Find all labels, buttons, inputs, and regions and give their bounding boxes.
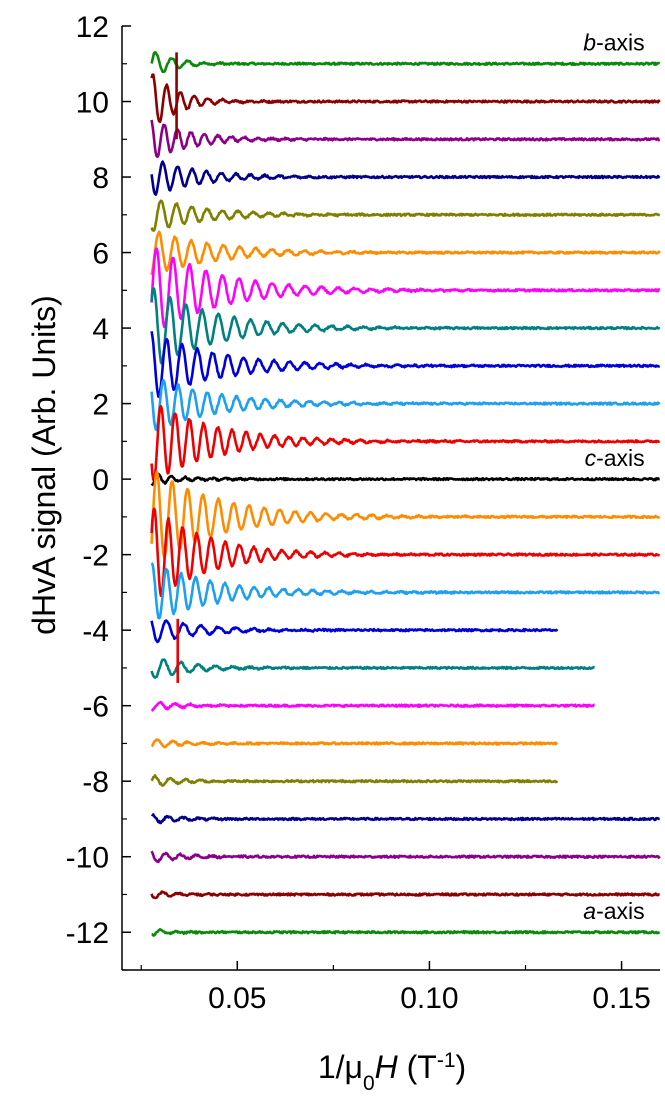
series-line-11 bbox=[150, 51, 661, 74]
y-tick-label: -12 bbox=[66, 917, 109, 950]
y-tick-label: -4 bbox=[82, 615, 109, 648]
series-line--4 bbox=[150, 619, 559, 644]
series-line--1 bbox=[150, 470, 661, 560]
y-tick-label: 12 bbox=[76, 11, 109, 44]
x-tick-label: 0.10 bbox=[400, 982, 458, 1015]
annotation-layer: b-axis c-axis a-axis bbox=[583, 30, 644, 924]
y-tick-label: 2 bbox=[92, 389, 109, 422]
series-line--8 bbox=[150, 774, 559, 787]
axes-layer bbox=[121, 26, 660, 971]
y-tick-label: 4 bbox=[92, 313, 109, 346]
series-line-3 bbox=[150, 331, 661, 399]
x-axis-label: 1/μ0H (T-1) bbox=[318, 1049, 466, 1095]
series-line-0 bbox=[150, 472, 661, 487]
series-line-9 bbox=[150, 119, 661, 158]
series-line--5 bbox=[150, 658, 596, 679]
annotation-b-axis: b-axis bbox=[583, 30, 644, 56]
series-line--7 bbox=[150, 738, 558, 749]
y-tick-label: -10 bbox=[66, 842, 109, 875]
annotation-a-axis: a-axis bbox=[583, 898, 644, 924]
series-line-6 bbox=[150, 230, 661, 276]
y-tick-label: 10 bbox=[76, 87, 109, 120]
series-line-5 bbox=[150, 247, 661, 329]
y-tick-label: -8 bbox=[82, 766, 109, 799]
series-line--10 bbox=[150, 850, 661, 864]
y-tick-label: 6 bbox=[92, 238, 109, 271]
tick-layer: -12 -10 -8 -6 -4 -2 0 2 4 6 8 10 12 0.05 0.10 0.15 bbox=[66, 11, 651, 1015]
y-tick-label: 0 bbox=[92, 464, 109, 497]
series-line--6 bbox=[150, 700, 596, 712]
annotation-c-axis: c-axis bbox=[585, 445, 645, 471]
y-tick-label: -6 bbox=[82, 691, 109, 724]
x-tick-label: 0.05 bbox=[208, 982, 266, 1015]
series-line-8 bbox=[150, 160, 661, 196]
series-line-4 bbox=[150, 287, 661, 365]
y-tick-label: 8 bbox=[92, 162, 109, 195]
series-line-2 bbox=[150, 378, 661, 432]
series-line--3 bbox=[150, 562, 661, 620]
y-axis-label: dHvA signal (Arb. Units) bbox=[26, 295, 62, 635]
series-layer bbox=[150, 51, 661, 937]
series-line--11 bbox=[150, 890, 661, 900]
series-line--12 bbox=[151, 927, 661, 937]
series-line-7 bbox=[150, 199, 661, 232]
y-tick-label: -2 bbox=[82, 540, 109, 573]
series-line-10 bbox=[150, 73, 661, 124]
series-line--2 bbox=[150, 507, 661, 598]
series-line-1 bbox=[150, 404, 661, 482]
series-line--9 bbox=[150, 813, 661, 825]
x-tick-label: 0.15 bbox=[592, 982, 650, 1015]
